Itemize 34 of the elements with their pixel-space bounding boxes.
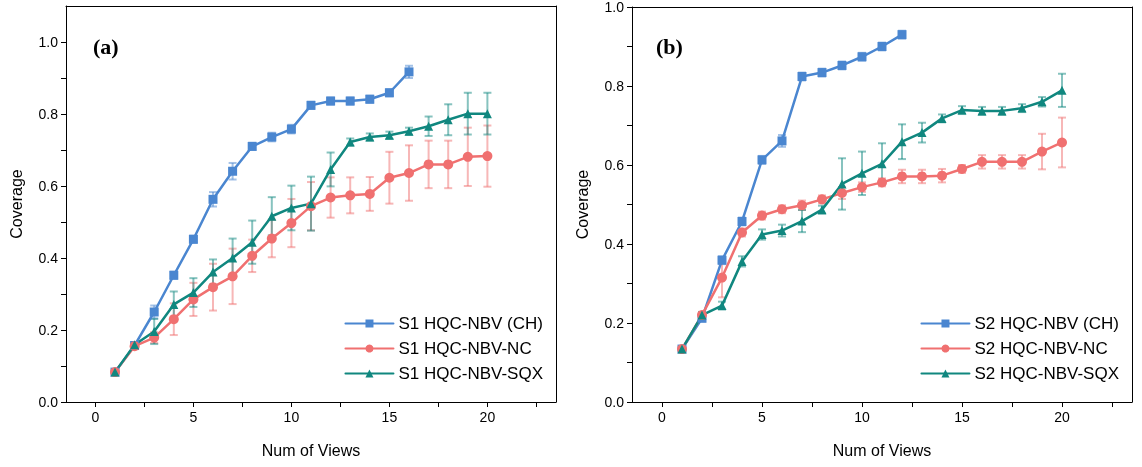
x-axis-title: Num of Views — [832, 441, 932, 459]
y-tick-label: 0.8 — [38, 106, 59, 122]
legend-label: S2 HQC-NBV-SQX — [974, 364, 1120, 383]
text: 1.0 — [38, 34, 58, 50]
x-tick-label: 20 — [1054, 409, 1070, 425]
text: 1.0 — [604, 0, 624, 15]
x-tick-label: 0 — [91, 409, 100, 425]
y-axis-title: Coverage — [573, 169, 591, 240]
text: 0.0 — [38, 394, 58, 410]
text: (a) — [93, 33, 119, 59]
y-tick-label: 0.6 — [604, 157, 625, 173]
y-tick-label: 0.2 — [604, 315, 625, 331]
x-axis-title: Num of Views — [261, 441, 361, 459]
x-tick-label: 10 — [854, 409, 870, 425]
legend-label: S1 HQC-NBV (CH) — [398, 314, 543, 333]
x-tick-label: 5 — [758, 409, 767, 425]
legend-label: S2 HQC-NBV (CH) — [974, 314, 1119, 333]
x-tick-label: 0 — [658, 409, 667, 425]
text: (b) — [656, 33, 683, 59]
y-tick-label: 0.4 — [38, 250, 59, 266]
y-axis-title: Coverage — [7, 169, 25, 239]
x-tick-label: 15 — [381, 409, 398, 425]
legend-label: S1 HQC-NBV-SQX — [398, 364, 544, 383]
x-tick-label: 5 — [189, 409, 198, 425]
y-tick-label: 0.4 — [604, 236, 625, 252]
legend-label: S1 HQC-NBV-NC — [398, 339, 532, 358]
x-tick-label: 15 — [954, 409, 970, 425]
x-tick-label: 10 — [283, 409, 300, 425]
y-tick-label: 0.2 — [38, 322, 59, 338]
text: 0.0 — [604, 394, 624, 410]
legend-label: S2 HQC-NBV-NC — [974, 339, 1108, 358]
y-tick-label: 0.6 — [38, 178, 59, 194]
x-tick-label: 20 — [479, 409, 496, 425]
y-tick-label: 0.8 — [604, 78, 625, 94]
